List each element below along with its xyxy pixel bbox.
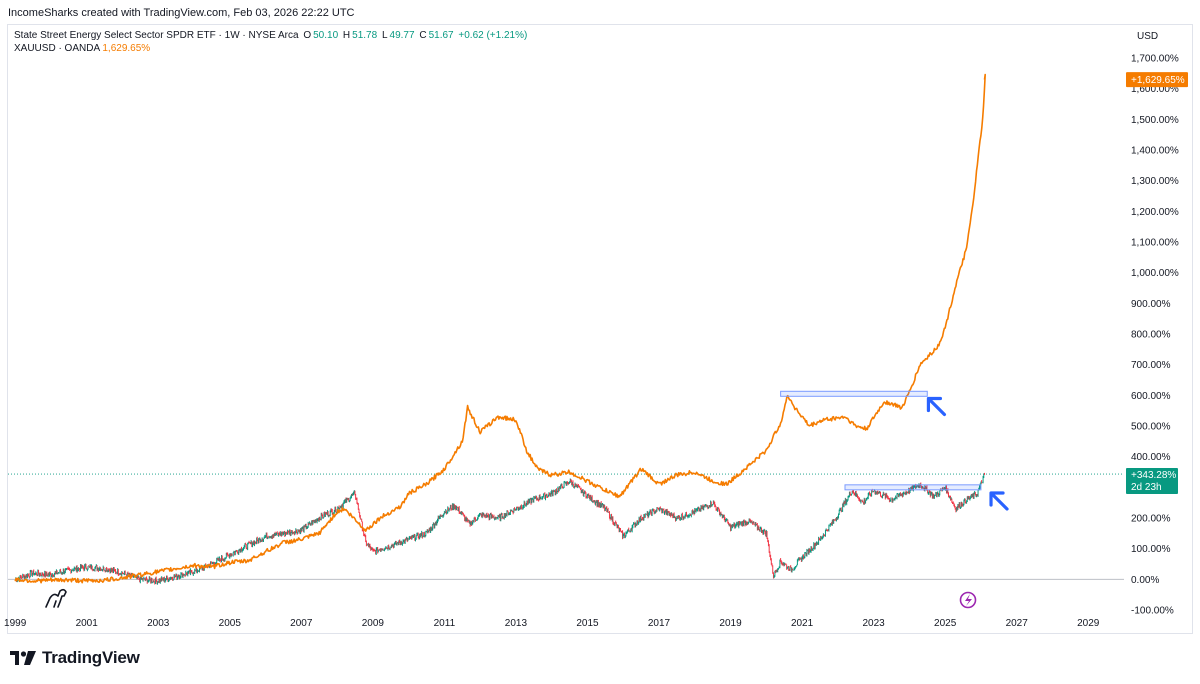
compare-symbol-name: XAUUSD · OANDA xyxy=(14,43,100,54)
high-label: H xyxy=(342,30,351,41)
y-tick-label: 500.00% xyxy=(1131,422,1171,433)
x-tick-label: 2013 xyxy=(505,618,528,629)
tradingview-logo-icon xyxy=(10,651,36,665)
main-symbol-name: State Street Energy Select Sector SPDR E… xyxy=(14,30,299,41)
x-tick-label: 2025 xyxy=(934,618,957,629)
change-value: +0.62 (+1.21%) xyxy=(458,30,528,41)
x-tick-label: 2015 xyxy=(576,618,599,629)
x-tick-label: 2017 xyxy=(648,618,671,629)
x-tick-label: 2027 xyxy=(1006,618,1029,629)
main-symbol-legend[interactable]: State Street Energy Select Sector SPDR E… xyxy=(14,30,529,41)
y-tick-label: 1,300.00% xyxy=(1131,176,1179,187)
low-label: L xyxy=(381,30,388,41)
resistance-box xyxy=(844,484,982,491)
y-tick-label: 0.00% xyxy=(1131,575,1159,586)
gold-series-line xyxy=(14,73,986,584)
x-tick-label: 1999 xyxy=(4,618,27,629)
x-tick-label: 2023 xyxy=(862,618,885,629)
xle-countdown-label: 2d 23h xyxy=(1131,482,1162,493)
tradingview-brand: TradingView xyxy=(42,648,140,667)
chart-credit: IncomeSharks created with TradingView.co… xyxy=(8,7,355,19)
high-value: 51.78 xyxy=(352,30,378,41)
low-value: 49.77 xyxy=(389,30,415,41)
compare-symbol-legend[interactable]: XAUUSD · OANDA 1,629.65% xyxy=(14,43,150,54)
x-tick-label: 2029 xyxy=(1077,618,1100,629)
x-tick-label: 2001 xyxy=(76,618,99,629)
open-value: 50.10 xyxy=(313,30,339,41)
currency-label[interactable]: USD xyxy=(1137,31,1159,42)
y-tick-label: 900.00% xyxy=(1131,299,1171,310)
x-tick-label: 2021 xyxy=(791,618,814,629)
x-tick-label: 2011 xyxy=(434,618,456,629)
x-tick-label: 2003 xyxy=(147,618,170,629)
annotation-arrow-icon xyxy=(926,396,947,417)
y-tick-label: 100.00% xyxy=(1131,544,1171,555)
annotation-arrow-icon xyxy=(989,491,1009,511)
y-tick-label: 600.00% xyxy=(1131,391,1171,402)
lightning-event-icon[interactable] xyxy=(959,591,977,609)
compare-symbol-value: 1,629.65% xyxy=(102,43,151,54)
y-tick-label: 1,100.00% xyxy=(1131,238,1179,249)
close-label: C xyxy=(419,30,427,41)
tradingview-logo[interactable]: TradingView xyxy=(10,648,140,668)
chart-frame xyxy=(7,24,1193,634)
y-tick-label: 1,000.00% xyxy=(1131,268,1179,279)
y-tick-label: 1,200.00% xyxy=(1131,207,1179,218)
y-tick-label: 800.00% xyxy=(1131,330,1171,341)
resistance-box xyxy=(780,390,928,397)
y-tick-label: -100.00% xyxy=(1131,606,1174,617)
x-tick-label: 2019 xyxy=(719,618,742,629)
gold-price-tag-label: +1,629.65% xyxy=(1131,75,1185,86)
y-tick-label: 200.00% xyxy=(1131,514,1171,525)
y-tick-label: 400.00% xyxy=(1131,452,1171,463)
dinosaur-icon[interactable] xyxy=(45,588,67,608)
y-tick-label: 1,600.00% xyxy=(1131,84,1179,95)
x-tick-label: 2007 xyxy=(290,618,313,629)
y-tick-label: 1,500.00% xyxy=(1131,115,1179,126)
y-tick-label: 700.00% xyxy=(1131,360,1171,371)
close-value: 51.67 xyxy=(428,30,454,41)
x-tick-label: 2005 xyxy=(219,618,242,629)
x-tick-label: 2009 xyxy=(362,618,385,629)
xle-price-tag-label: +343.28% xyxy=(1131,470,1176,481)
y-tick-label: 1,700.00% xyxy=(1131,54,1179,65)
gold-price-tag xyxy=(1126,72,1188,88)
y-tick-label: 1,400.00% xyxy=(1131,146,1179,157)
xle-price-tag xyxy=(1126,468,1178,495)
open-label: O xyxy=(303,30,312,41)
